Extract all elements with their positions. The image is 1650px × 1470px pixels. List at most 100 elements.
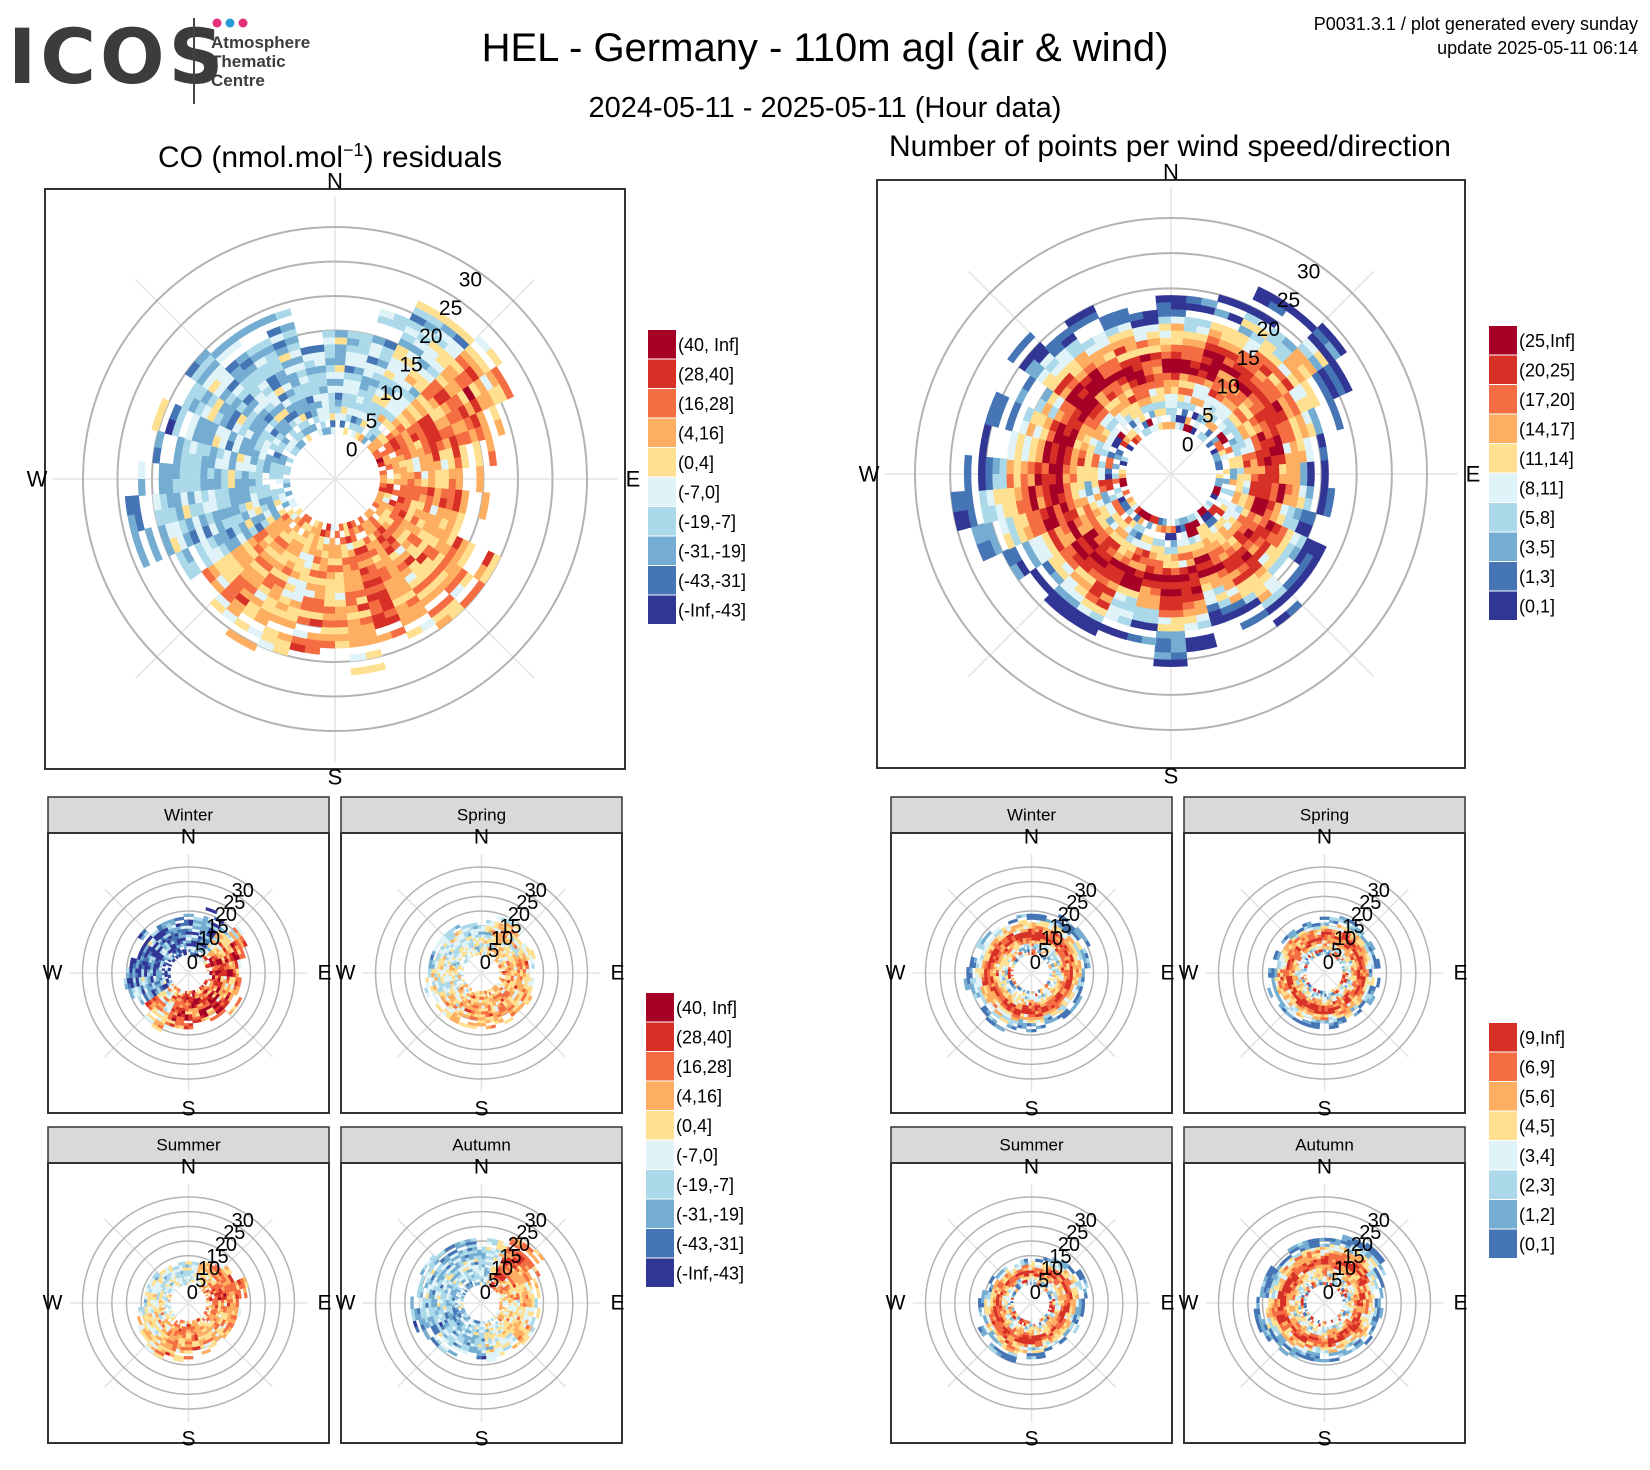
data-cell (433, 527, 445, 541)
data-cell (441, 469, 450, 480)
legend-label: (17,20] (1519, 390, 1575, 410)
data-cell (481, 1023, 487, 1027)
data-cell (419, 592, 436, 608)
data-cell (1157, 393, 1166, 402)
data-cell (443, 317, 463, 335)
data-cell (226, 1299, 231, 1304)
data-cell (379, 512, 390, 522)
data-cell (1171, 407, 1178, 416)
data-cell (1076, 465, 1085, 474)
legend-swatch (1489, 326, 1517, 355)
data-cell (445, 969, 449, 973)
data-cell (450, 549, 464, 565)
data-cell (140, 972, 145, 978)
data-cell (341, 392, 351, 401)
data-cell (386, 483, 394, 490)
data-cell (1097, 479, 1106, 487)
data-cell (344, 365, 356, 374)
data-cell (1157, 609, 1171, 618)
legend-swatch (648, 389, 676, 418)
legend-swatch (1489, 444, 1517, 473)
data-cell (200, 466, 208, 479)
data-cell (477, 1011, 482, 1015)
data-cell (374, 441, 384, 450)
data-cell (398, 460, 407, 468)
data-cell (215, 1300, 219, 1304)
data-cell (530, 977, 535, 983)
data-cell (328, 544, 335, 552)
data-cell (371, 437, 381, 446)
data-cell (488, 450, 498, 467)
data-cell (416, 540, 429, 553)
grid-ring (116, 260, 554, 698)
data-cell (1006, 473, 1015, 489)
data-cell (173, 917, 180, 922)
data-cell (1320, 460, 1329, 475)
data-cell (442, 969, 447, 973)
data-cell (193, 465, 201, 479)
data-cell (1076, 481, 1086, 491)
data-cell (481, 1017, 486, 1021)
data-cell (1271, 474, 1280, 485)
legend-swatch (1489, 385, 1517, 414)
data-cell (242, 1287, 248, 1294)
data-cell (1249, 458, 1259, 468)
data-cell (427, 603, 444, 619)
data-cell (1069, 464, 1078, 474)
data-cell (416, 529, 429, 542)
data-cell (409, 449, 419, 459)
data-cell (232, 1298, 237, 1304)
data-cell (1299, 462, 1308, 475)
data-cell (1161, 567, 1171, 576)
data-cell (457, 419, 469, 434)
data-cell (484, 369, 501, 389)
data-cell (439, 401, 453, 416)
data-cell (415, 428, 427, 441)
data-cell (421, 521, 433, 534)
data-cell (161, 972, 165, 976)
data-cell (164, 1302, 168, 1306)
data-cell (227, 469, 236, 479)
data-cell (481, 928, 486, 932)
data-cell (477, 931, 482, 935)
data-cell (137, 460, 146, 479)
data-cell (357, 388, 368, 398)
data-cell (188, 919, 194, 923)
data-cell (408, 386, 422, 399)
data-cell (184, 990, 187, 995)
data-cell (1159, 344, 1172, 353)
data-cell (434, 405, 447, 420)
data-cell (475, 479, 484, 493)
data-cell (1162, 560, 1171, 569)
data-cell (1158, 400, 1166, 409)
data-cell (426, 461, 436, 472)
data-cell (439, 972, 444, 977)
data-cell (188, 999, 192, 1004)
data-cell (449, 583, 465, 600)
data-cell (415, 300, 435, 316)
data-cell (1164, 532, 1171, 541)
data-cell (1069, 481, 1079, 492)
data-cell (235, 973, 240, 978)
data-cell (1083, 473, 1092, 482)
data-cell (463, 541, 477, 558)
data-cell (1236, 461, 1245, 469)
data-cell (188, 931, 193, 935)
speed-tick-label: 5 (366, 410, 378, 433)
data-cell (475, 410, 489, 427)
data-cell (963, 472, 973, 493)
data-cell (522, 969, 527, 974)
compass-w-label: W (336, 962, 356, 985)
data-cell (215, 1303, 219, 1306)
data-cell (428, 963, 433, 969)
data-cell (426, 314, 445, 330)
data-cell (334, 592, 346, 601)
data-cell (1160, 358, 1172, 367)
data-cell (234, 469, 243, 479)
data-cell (424, 561, 439, 575)
data-cell (425, 383, 439, 398)
data-cell (391, 489, 400, 497)
data-cell (410, 547, 423, 561)
data-cell (525, 973, 530, 978)
data-cell (1153, 651, 1171, 660)
